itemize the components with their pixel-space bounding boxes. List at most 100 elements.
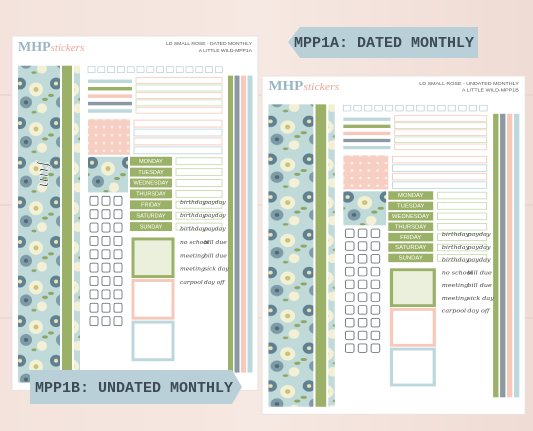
sheet-subtitle: A LITTLE WILD-MPP1A <box>199 48 253 54</box>
floral-strip <box>268 104 314 407</box>
pink-square <box>389 307 436 347</box>
weekday-strip <box>388 253 434 263</box>
label-box <box>394 122 488 129</box>
color-strip <box>343 124 391 128</box>
weekday-label: THURSDAY <box>136 192 166 198</box>
icon <box>370 279 381 290</box>
word-sticker: bill due <box>204 252 227 259</box>
icon <box>344 292 355 302</box>
script-word: fun <box>35 160 54 187</box>
vertical-bar <box>247 75 253 373</box>
label-box <box>394 129 488 136</box>
icon <box>370 330 381 341</box>
brand-suffix: stickers <box>303 81 339 92</box>
icon <box>113 195 123 206</box>
icon <box>357 292 368 302</box>
checkbox <box>185 66 194 73</box>
checkbox <box>342 104 352 112</box>
checkbox <box>136 66 145 73</box>
weekday-box <box>436 243 488 252</box>
word-sticker: bill due <box>467 283 492 290</box>
icon <box>113 276 123 286</box>
checkbox <box>175 66 184 73</box>
weekday-label: WEDNESDAY <box>392 214 430 220</box>
weekday-box <box>175 222 223 231</box>
weekday-label: SATURDAY <box>136 213 165 219</box>
weekday-strip <box>130 178 172 188</box>
floral-square <box>343 191 387 226</box>
icon <box>357 241 368 251</box>
floral-strip <box>18 65 60 383</box>
icon <box>113 302 123 313</box>
word-sticker: sick day <box>204 266 229 273</box>
weekday-strip <box>130 167 172 177</box>
icon <box>357 228 368 239</box>
checkbox <box>353 104 362 112</box>
green-strip <box>62 65 72 383</box>
icon <box>101 195 111 206</box>
icon <box>89 249 99 260</box>
icon <box>344 279 355 290</box>
icon <box>370 317 381 328</box>
weekday-label: WEDNESDAY <box>133 181 168 187</box>
word-sticker: payday <box>204 226 226 233</box>
weekday-strip <box>130 222 172 232</box>
vertical-bar <box>241 75 246 373</box>
icon <box>89 209 99 220</box>
label-box <box>133 119 223 128</box>
vertical-bar <box>513 113 520 398</box>
icon <box>344 343 355 353</box>
weekday-strip <box>388 212 434 221</box>
green-strip <box>315 104 327 407</box>
floral-square <box>88 156 128 193</box>
word-sticker: no school <box>442 270 473 277</box>
narrow-floral <box>74 65 80 383</box>
word-sticker: bill due <box>204 239 227 246</box>
vertical-bar <box>493 113 499 398</box>
icon <box>89 262 99 273</box>
color-strip <box>343 117 391 121</box>
color-strip <box>88 86 132 91</box>
banner-text: MPP1B: UNDATED MONTHLY <box>35 380 233 397</box>
word-sticker: payday <box>204 212 226 219</box>
blue-square <box>131 320 175 362</box>
checkbox <box>107 66 115 73</box>
icon <box>344 305 355 315</box>
color-strip <box>88 94 132 98</box>
checkbox <box>195 66 204 73</box>
color-strip <box>343 131 391 136</box>
green-square <box>389 268 436 308</box>
sheets: MHPstickers LD SMALL ROSE - DATED MONTHLY… <box>11 35 526 415</box>
icon <box>89 316 99 327</box>
icon <box>357 305 368 315</box>
checkbox <box>156 66 164 73</box>
label-box <box>135 106 223 114</box>
color-strip <box>88 79 132 84</box>
checkbox <box>374 104 383 112</box>
checkbox <box>146 66 155 73</box>
weekday-box <box>436 202 488 210</box>
word-sticker: birthday <box>442 257 470 264</box>
label-box <box>133 128 223 137</box>
icon <box>101 276 111 286</box>
word-sticker: day off <box>467 308 491 315</box>
checkbox <box>363 104 373 112</box>
label-box <box>394 115 488 122</box>
sheet-title: LD SMALL ROSE - UNDATED MONTHLY <box>419 81 519 87</box>
color-strip <box>88 109 132 113</box>
icon <box>357 254 368 264</box>
label-box <box>392 172 488 181</box>
icon <box>113 316 123 327</box>
checkbox <box>215 66 223 73</box>
icon <box>113 289 123 300</box>
weekday-strip <box>130 189 172 199</box>
icon <box>89 222 99 233</box>
label-box <box>135 84 223 92</box>
word-sticker: meeting <box>180 266 205 273</box>
word-sticker: meeting <box>442 283 469 290</box>
weekday-box <box>175 179 223 187</box>
sheet-title: LD SMALL ROSE - DATED MONTHLY <box>166 41 253 47</box>
icon <box>344 330 355 341</box>
banner-dated: MPP1A: DATED MONTHLY <box>288 27 478 58</box>
weekday-label: FRIDAY <box>400 235 421 241</box>
